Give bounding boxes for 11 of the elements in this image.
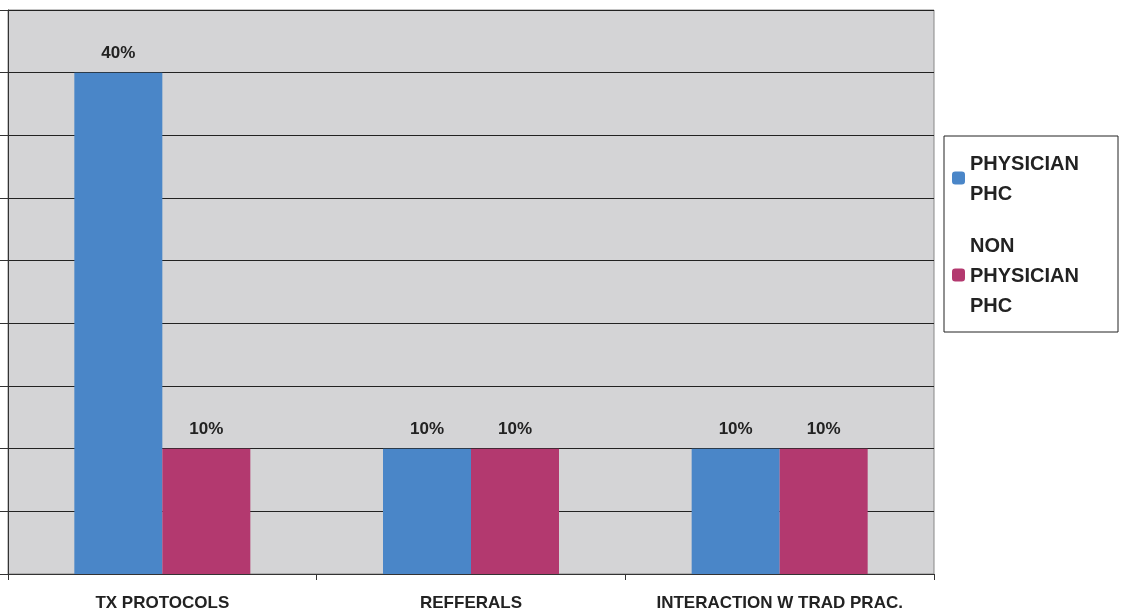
data-label: 10% [189,418,224,438]
x-tick-label: REFFERALS [420,593,522,612]
data-label: 10% [409,418,445,438]
data-label: 10% [806,418,841,438]
x-tick-label: INTERACTION W TRAD PRAC. [656,593,903,612]
legend-label: NON PHYSICIAN PHC [970,234,1085,316]
data-label: 10% [718,418,753,438]
data-label: 10% [497,418,533,438]
data-label: 40% [101,42,136,62]
legend-label: PHYSICIAN PHC [970,152,1085,204]
x-tick-label: TX PROTOCOLS [95,593,230,612]
